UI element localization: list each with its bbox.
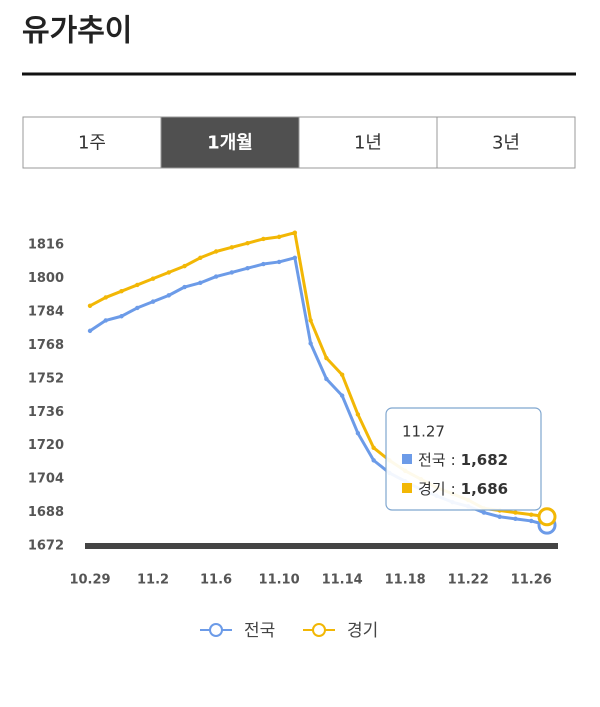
tooltip-row: 경기:1,686 xyxy=(418,480,508,498)
y-tick-label: 1720 xyxy=(28,438,64,453)
point xyxy=(371,445,376,451)
point xyxy=(308,341,313,346)
point xyxy=(182,284,187,290)
tooltip-separator: : xyxy=(451,480,456,498)
page-title: 유가추이 xyxy=(22,14,132,49)
point xyxy=(119,288,124,294)
tooltip-name: 경기 xyxy=(418,480,446,498)
tab-label: 1년 xyxy=(354,133,382,154)
point xyxy=(292,255,298,260)
point xyxy=(276,234,282,240)
tooltip-separator: : xyxy=(451,451,456,469)
legend-label: 경기 xyxy=(347,621,378,641)
x-tick-label: 11.14 xyxy=(322,573,363,588)
x-tick-label: 11.6 xyxy=(200,573,232,588)
point xyxy=(213,274,219,279)
point xyxy=(245,266,250,271)
point xyxy=(87,303,93,309)
y-tick-label: 1768 xyxy=(28,338,64,353)
legend-item: 경기 xyxy=(303,621,378,641)
point xyxy=(198,255,203,260)
tab-label: 3년 xyxy=(492,133,520,154)
point xyxy=(308,318,313,323)
x-tick-label: 11.22 xyxy=(448,573,489,588)
point xyxy=(355,431,361,436)
tab-box xyxy=(160,116,300,169)
y-tick-label: 1752 xyxy=(28,371,64,386)
point xyxy=(292,230,298,235)
point xyxy=(135,282,140,288)
legend-marker xyxy=(209,623,223,637)
point xyxy=(339,372,345,377)
point xyxy=(119,314,124,319)
point xyxy=(261,236,266,242)
y-tick-label: 1704 xyxy=(28,472,64,487)
point xyxy=(529,518,534,524)
tooltip-swatch xyxy=(402,454,412,464)
tab-label: 1주 xyxy=(78,133,106,154)
point xyxy=(166,293,171,298)
point xyxy=(276,259,282,265)
x-tick-label: 11.26 xyxy=(511,573,552,588)
y-tick-label: 1800 xyxy=(28,271,64,286)
point xyxy=(135,305,140,311)
tab-box xyxy=(436,116,576,169)
point xyxy=(150,299,156,304)
y-tick-label: 1816 xyxy=(28,238,64,253)
point xyxy=(182,263,187,269)
point xyxy=(198,280,203,286)
point xyxy=(324,355,329,361)
y-tick-label: 1736 xyxy=(28,405,64,420)
y-tick-label: 1784 xyxy=(28,305,64,320)
tooltip-swatch xyxy=(402,483,412,493)
y-tick-label: 1672 xyxy=(28,539,64,554)
point xyxy=(103,295,108,300)
point xyxy=(166,270,171,275)
point xyxy=(103,318,108,323)
tooltip-value: 1,682 xyxy=(461,451,508,469)
tooltip-value: 1,686 xyxy=(461,480,508,498)
point xyxy=(355,412,361,417)
x-tick-label: 11.10 xyxy=(259,573,300,588)
point xyxy=(497,514,502,519)
point xyxy=(229,270,235,275)
tooltip-name: 전국 xyxy=(418,451,446,469)
point xyxy=(324,376,329,382)
tab[interactable]: 1개월 xyxy=(160,116,300,169)
point xyxy=(481,510,487,515)
point xyxy=(371,458,376,463)
legend-marker xyxy=(312,623,326,637)
point xyxy=(229,245,235,250)
tab-box xyxy=(298,116,438,169)
tooltip: 11.27 전국:1,682 경기:1,686 xyxy=(385,407,542,511)
y-tick-label: 1688 xyxy=(28,505,64,520)
x-tick-label: 10.29 xyxy=(69,573,110,588)
point xyxy=(261,261,266,267)
tooltip-date: 11.27 xyxy=(402,423,445,441)
tab[interactable]: 3년 xyxy=(436,116,576,169)
x-tick-label: 11.18 xyxy=(385,573,426,588)
point xyxy=(339,393,345,398)
tab[interactable]: 1년 xyxy=(298,116,438,169)
tab[interactable]: 1주 xyxy=(22,116,162,169)
tooltip-box xyxy=(385,407,542,511)
point xyxy=(513,516,518,522)
legend-item: 전국 xyxy=(200,621,275,641)
point xyxy=(529,512,534,517)
legend-label: 전국 xyxy=(244,621,275,641)
point xyxy=(213,249,219,254)
point xyxy=(87,328,93,334)
point xyxy=(150,276,156,281)
highlight-point xyxy=(537,507,557,527)
tooltip-row: 전국:1,682 xyxy=(418,451,508,469)
tab-label: 1개월 xyxy=(207,133,253,154)
point xyxy=(513,510,518,515)
x-tick-label: 11.2 xyxy=(137,573,169,588)
point xyxy=(245,240,250,246)
